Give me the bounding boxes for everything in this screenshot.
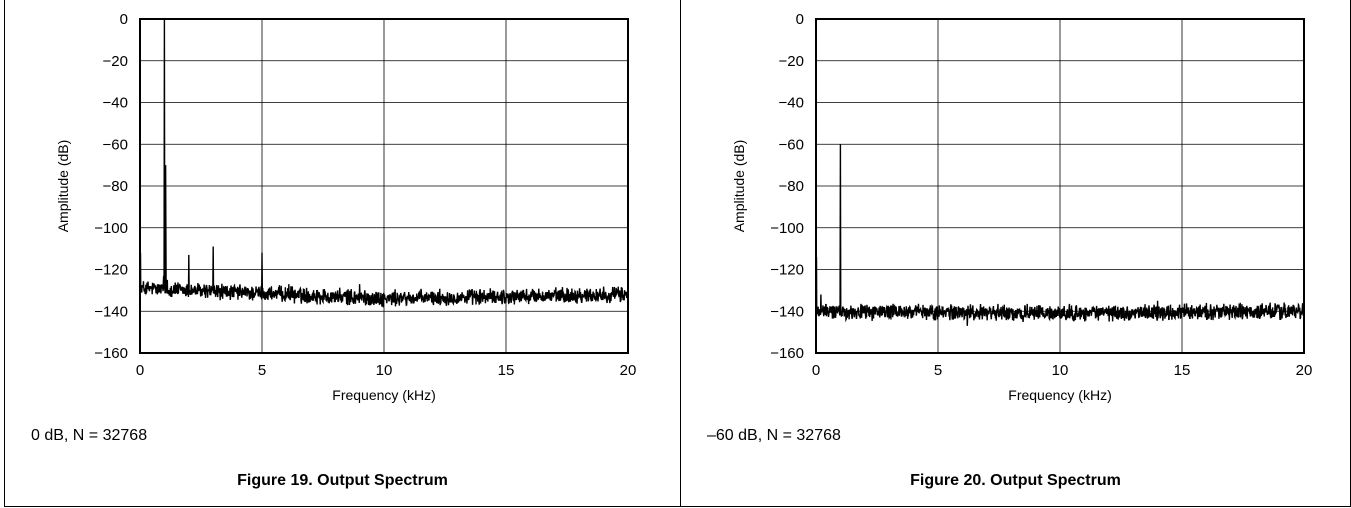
figure-19-panel: 0 −20 −40 −60 −80 −100 −120 −140 −160 0 5 10 15 20 Fre… — [4, 0, 680, 507]
x-tick-label: 15 — [498, 362, 515, 379]
y-tick-label: 0 — [796, 11, 804, 28]
y-tick-label: −40 — [103, 95, 128, 112]
y-tick-label: −160 — [94, 345, 128, 362]
y-tick-label: −140 — [94, 303, 128, 320]
x-axis-label: Frequency (kHz) — [1008, 387, 1111, 403]
plot-frame — [815, 18, 1305, 354]
x-tick-label: 15 — [1174, 362, 1191, 379]
x-tick-label: 20 — [1296, 362, 1313, 379]
output-spectrum-chart-0db: 0 −20 −40 −60 −80 −100 −120 −140 −160 0 5 10 15 20 Fre… — [55, 11, 637, 403]
figure-20-panel: 0 −20 −40 −60 −80 −100 −120 −140 −160 0 5 10 15 20 Fre… — [680, 0, 1351, 507]
figure-caption: Figure 19. Output Spectrum — [237, 472, 448, 489]
chart-note: –60 dB, N = 32768 — [707, 427, 841, 444]
y-tick-label: 0 — [120, 11, 128, 28]
y-tick-label: −60 — [103, 136, 128, 153]
x-tick-label: 20 — [620, 362, 637, 379]
chart-note: 0 dB, N = 32768 — [31, 427, 148, 444]
y-tick-label: −80 — [103, 178, 128, 195]
y-tick-label: −100 — [770, 220, 804, 237]
y-tick-label: −80 — [779, 178, 804, 195]
x-tick-label: 5 — [934, 362, 942, 379]
spectrum-trace — [139, 18, 629, 308]
x-tick-label: 0 — [812, 362, 820, 379]
x-axis-label: Frequency (kHz) — [332, 387, 435, 403]
y-tick-label: −100 — [94, 220, 128, 237]
plot-frame — [139, 18, 629, 354]
y-tick-label: −40 — [779, 95, 804, 112]
y-axis-label: Amplitude (dB) — [731, 140, 747, 233]
y-tick-label: −20 — [779, 53, 804, 70]
x-tick-label: 0 — [136, 362, 144, 379]
y-tick-label: −120 — [94, 262, 128, 279]
spectrum-trace — [815, 144, 1305, 326]
y-axis-label: Amplitude (dB) — [55, 140, 71, 233]
y-tick-label: −140 — [770, 303, 804, 320]
x-tick-label: 10 — [376, 362, 393, 379]
y-tick-label: −120 — [770, 262, 804, 279]
y-tick-label: −60 — [779, 136, 804, 153]
output-spectrum-chart-minus60db: 0 −20 −40 −60 −80 −100 −120 −140 −160 0 5 10 15 20 Fre… — [731, 11, 1313, 403]
y-tick-label: −160 — [770, 345, 804, 362]
x-tick-label: 5 — [258, 362, 266, 379]
x-tick-label: 10 — [1052, 362, 1069, 379]
y-tick-label: −20 — [103, 53, 128, 70]
figure-caption: Figure 20. Output Spectrum — [910, 472, 1121, 489]
